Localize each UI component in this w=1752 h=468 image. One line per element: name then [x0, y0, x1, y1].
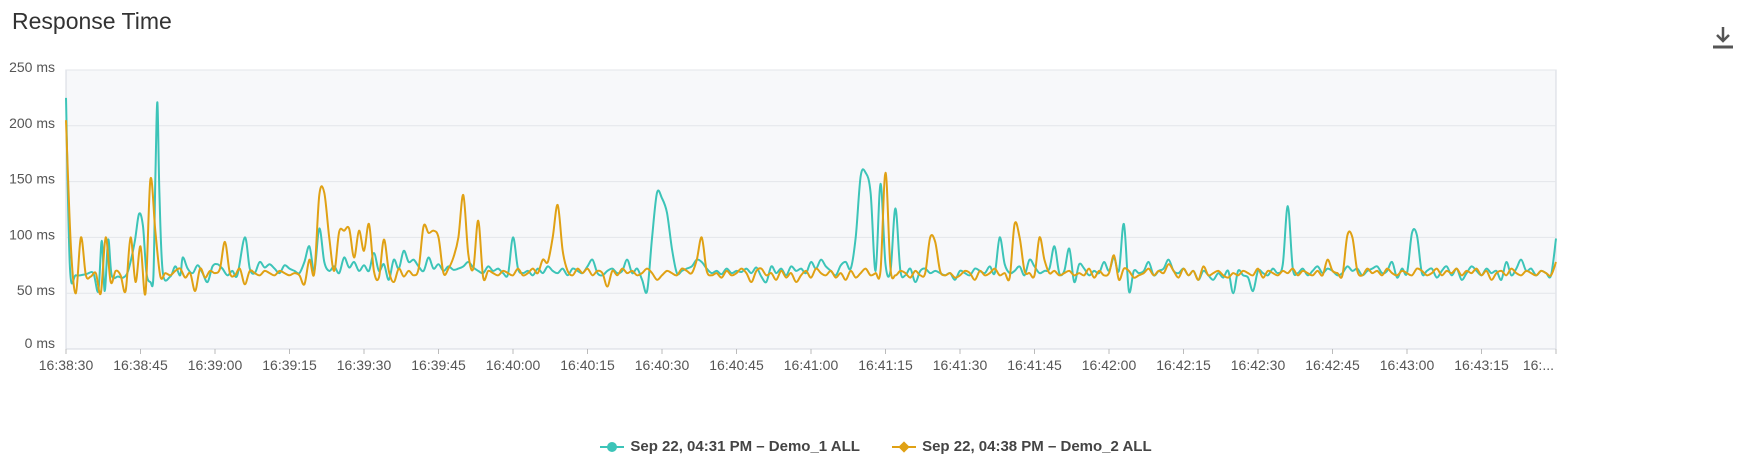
x-tick-label: 16:40:00	[486, 357, 541, 373]
legend: Sep 22, 04:31 PM – Demo_1 ALL Sep 22, 04…	[0, 438, 1752, 457]
x-tick-label: 16:41:45	[1007, 357, 1062, 373]
download-button[interactable]	[1710, 24, 1736, 52]
plot-area	[65, 69, 1557, 350]
x-tick-label: 16:42:15	[1156, 357, 1211, 373]
y-tick-label: 200 ms	[9, 115, 55, 131]
legend-label-demo2: Sep 22, 04:38 PM – Demo_2 ALL	[922, 438, 1152, 455]
x-tick-label: 16:42:00	[1082, 357, 1137, 373]
download-icon	[1713, 27, 1733, 49]
circle-marker-icon	[600, 441, 625, 453]
legend-item-demo1[interactable]: Sep 22, 04:31 PM – Demo_1 ALL	[600, 438, 860, 455]
x-tick-label: 16:39:00	[188, 357, 243, 373]
diamond-marker-icon	[892, 440, 917, 453]
series-group	[65, 97, 1557, 296]
series-line-1[interactable]	[65, 97, 1557, 295]
x-tick-label: 16:42:30	[1231, 357, 1286, 373]
x-tick-label: 16:40:15	[560, 357, 615, 373]
legend-item-demo2[interactable]: Sep 22, 04:38 PM – Demo_2 ALL	[892, 438, 1152, 455]
legend-label-demo1: Sep 22, 04:31 PM – Demo_1 ALL	[630, 438, 860, 455]
x-tick-label: 16:40:45	[709, 357, 764, 373]
x-tick-label: 16:38:45	[113, 357, 168, 373]
chart-title: Response Time	[12, 8, 172, 34]
y-axis: 0 ms 50 ms 100 ms 150 ms 200 ms 250 ms	[9, 59, 55, 351]
y-tick-label: 150 ms	[9, 171, 55, 187]
series-line-2[interactable]	[65, 120, 1557, 296]
x-tick-label: 16:39:30	[337, 357, 392, 373]
y-tick-label: 0 ms	[25, 335, 55, 351]
x-tick-label: 16:41:15	[858, 357, 913, 373]
x-tick-label: 16:39:45	[411, 357, 466, 373]
x-tick-label: 16:38:30	[39, 357, 94, 373]
line-chart: 0 ms 50 ms 100 ms 150 ms 200 ms 250 ms 16:38:…	[9, 59, 1557, 373]
x-axis: 16:38:30 16:38:45 16:39:00 16:39:15 16:39:30…	[39, 349, 1557, 373]
x-tick-label: 16:39:15	[262, 357, 317, 373]
x-tick-label: 16:41:00	[784, 357, 839, 373]
x-tick-label: 16:43:15	[1454, 357, 1509, 373]
x-tick-label: 16:...	[1523, 357, 1554, 373]
x-tick-label: 16:42:45	[1305, 357, 1360, 373]
y-tick-label: 250 ms	[9, 59, 55, 75]
x-tick-label: 16:40:30	[635, 357, 690, 373]
y-tick-label: 100 ms	[9, 226, 55, 242]
x-tick-label: 16:41:30	[933, 357, 988, 373]
y-tick-label: 50 ms	[17, 282, 55, 298]
gridlines	[66, 69, 1556, 294]
x-tick-label: 16:43:00	[1380, 357, 1435, 373]
